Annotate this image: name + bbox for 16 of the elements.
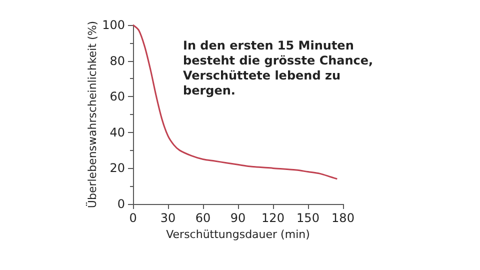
x-tick-label: 180	[332, 211, 354, 225]
y-tick-label: 40	[110, 125, 125, 140]
x-tick-label: 0	[129, 211, 137, 225]
y-tick-label: 60	[110, 90, 125, 104]
y-axis-title: Überlebenswahrscheinlichkeit (%)	[85, 20, 100, 208]
x-tick-label: 30	[160, 211, 176, 225]
x-tick-label: 150	[296, 211, 320, 225]
x-tick-label: 90	[230, 211, 246, 225]
annotation: In den ersten 15 Minuten besteht die grösste Chance, Verschüttete lebend zu bergen.	[183, 38, 374, 98]
y-tick-label: 80	[110, 54, 125, 68]
x-axis-title: Verschüttungsdauer (min)	[166, 228, 310, 241]
x-tick-label: 120	[262, 211, 284, 225]
y-tick-label: 100	[102, 18, 125, 32]
y-tick-label: 20	[110, 161, 125, 176]
x-tick-label: 60	[195, 211, 211, 225]
y-tick-label: 0	[117, 197, 125, 211]
